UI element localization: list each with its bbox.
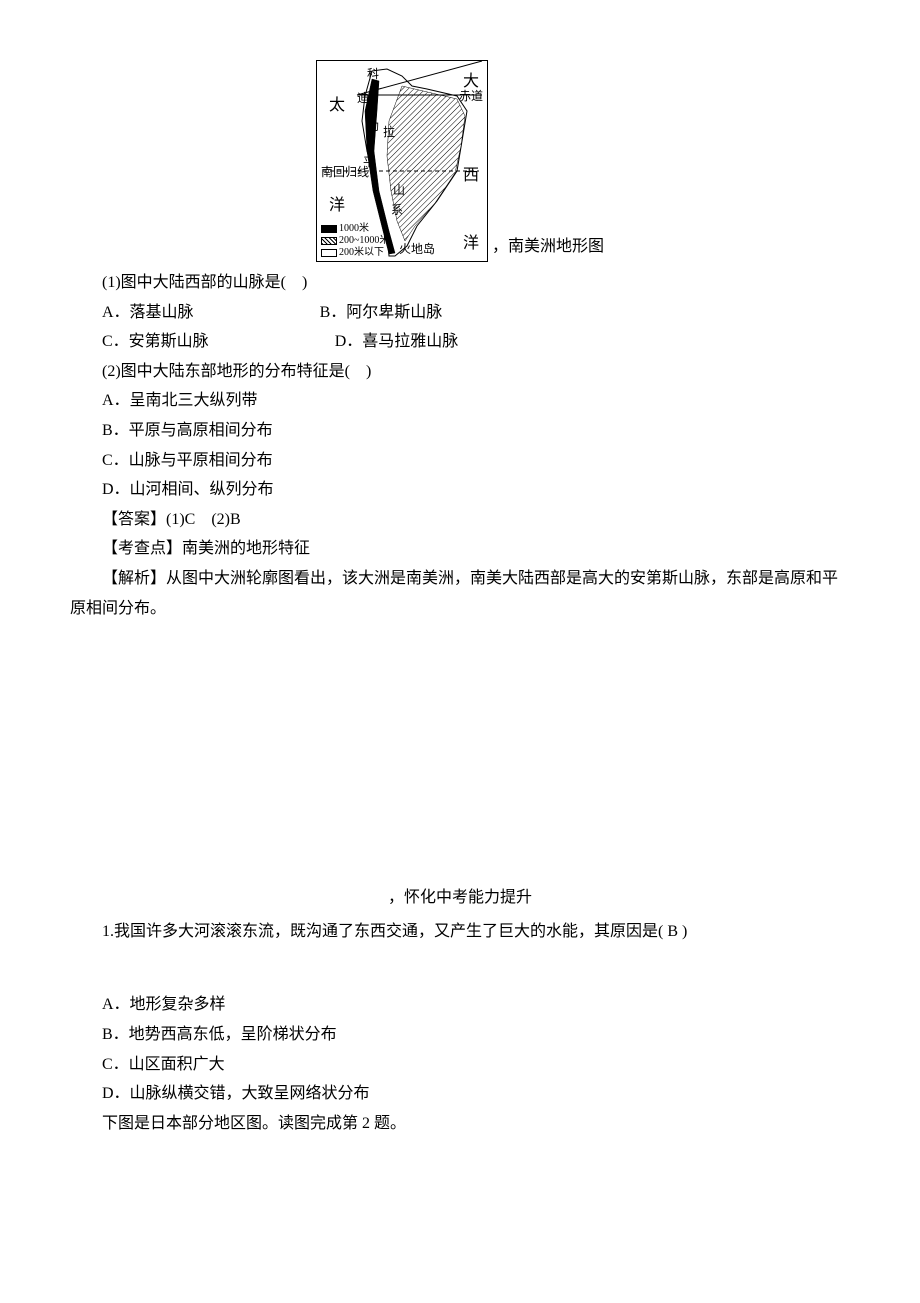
section2-next: 下图是日本部分地区图。读图完成第 2 题。	[70, 1109, 850, 1139]
q1-stem: (1)图中大陆西部的山脉是( )	[70, 268, 850, 298]
q2-option-a: A．呈南北三大纵列带	[70, 386, 850, 416]
label-ke: 科	[367, 63, 379, 85]
q1-option-a: A．落基山脉	[102, 304, 194, 321]
q1-option-c: C．安第斯山脉	[102, 333, 209, 350]
point-text: 【考查点】南美洲的地形特征	[70, 534, 850, 564]
q2-option-c: C．山脉与平原相间分布	[70, 446, 850, 476]
legend-low: 200米以下	[339, 247, 384, 259]
q2-stem: (2)图中大陆东部地形的分布特征是( )	[70, 357, 850, 387]
section2-q1-d: D．山脉纵横交错，大致呈网络状分布	[70, 1079, 850, 1109]
label-huodidao: 火地岛	[399, 238, 435, 260]
label-atlantic-bot: 洋	[463, 229, 479, 259]
label-ping: 平	[363, 151, 375, 173]
south-america-map: 太 洋 大 西 洋 赤道 南回归线 科 迪 勒 拉 平 山 系 火地岛 1000…	[316, 60, 488, 262]
label-le: 勒	[367, 115, 379, 137]
map-caption: ，南美洲地形图	[492, 232, 604, 262]
section2-q1-a: A．地形复杂多样	[70, 990, 850, 1020]
section2-q1-b: B．地势西高东低，呈阶梯状分布	[70, 1020, 850, 1050]
section2-q1: 1.我国许多大河滚滚东流，既沟通了东西交通，又产生了巨大的水能，其原因是( B …	[70, 917, 850, 947]
label-tropic: 南回归线	[321, 161, 369, 183]
label-atlantic-mid: 西	[463, 161, 479, 191]
map-legend: 1000米 200~1000米 200米以下	[321, 223, 389, 259]
label-pacific-top: 太	[329, 91, 345, 121]
q2-option-b: B．平原与高原相间分布	[70, 416, 850, 446]
label-la: 拉	[383, 121, 395, 143]
label-di: 迪	[357, 87, 369, 109]
answer-text: 【答案】(1)C (2)B	[70, 505, 850, 535]
legend-mid: 200~1000米	[339, 235, 389, 247]
legend-high: 1000米	[339, 223, 369, 235]
label-shan: 山	[393, 179, 405, 201]
label-xi: 系	[391, 199, 403, 221]
q1-option-b: B．阿尔卑斯山脉	[288, 298, 443, 328]
section2-q1-c: C．山区面积广大	[70, 1050, 850, 1080]
section-title: ，怀化中考能力提升	[70, 883, 850, 913]
explain-text: 【解析】从图中大洲轮廓图看出，该大洲是南美洲，南美大陆西部是高大的安第斯山脉，东…	[70, 564, 850, 623]
label-equator: 赤道	[459, 85, 483, 107]
q2-option-d: D．山河相间、纵列分布	[70, 475, 850, 505]
label-pacific-bot: 洋	[329, 191, 345, 221]
q1-option-d: D．喜马拉雅山脉	[303, 327, 459, 357]
